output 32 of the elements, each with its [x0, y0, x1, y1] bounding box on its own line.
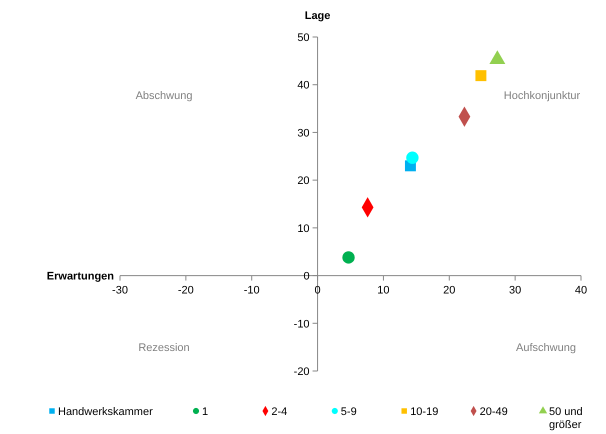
legend-label: 10-19 [410, 406, 438, 418]
x-tick-label: -30 [112, 284, 128, 297]
legend-label: 20-49 [480, 406, 508, 418]
y-tick-label: -20 [294, 366, 310, 378]
legend-label: 50 und größer [549, 406, 583, 431]
y-tick-label: -10 [294, 318, 310, 330]
x-tick-label: 30 [509, 284, 522, 297]
x-tick-label: 10 [377, 284, 390, 297]
x-tick-label: 40 [574, 284, 588, 297]
y-axis-title: Lage [304, 10, 330, 22]
y-tick-label: 0 [303, 270, 310, 283]
y-tick-label: 50 [297, 32, 310, 44]
y-tick-label: 30 [297, 127, 310, 140]
y-tick-label: 40 [297, 80, 310, 92]
y-tick-label: 10 [297, 222, 310, 235]
x-tick-label: 0 [314, 284, 321, 297]
annotation: Abschwung [136, 90, 192, 102]
point [342, 251, 355, 264]
x-tick-label: -10 [244, 284, 260, 297]
x-tick-label: 20 [443, 284, 456, 297]
point [406, 152, 419, 164]
legend-label: 2-4 [271, 406, 288, 418]
legend-label: 5-9 [340, 406, 357, 418]
x-axis-title: Erwartungen [46, 270, 114, 283]
y-tick-label: 20 [297, 175, 310, 188]
annotation: Hochkonjunktur [504, 90, 581, 102]
point [475, 70, 486, 82]
annotation: Aufschwung [516, 342, 576, 354]
legend-label: 1 [202, 406, 208, 418]
annotation: Rezession [138, 342, 190, 354]
legend-label: Handwerkskammer [58, 406, 154, 418]
x-tick-label: -20 [178, 284, 194, 297]
